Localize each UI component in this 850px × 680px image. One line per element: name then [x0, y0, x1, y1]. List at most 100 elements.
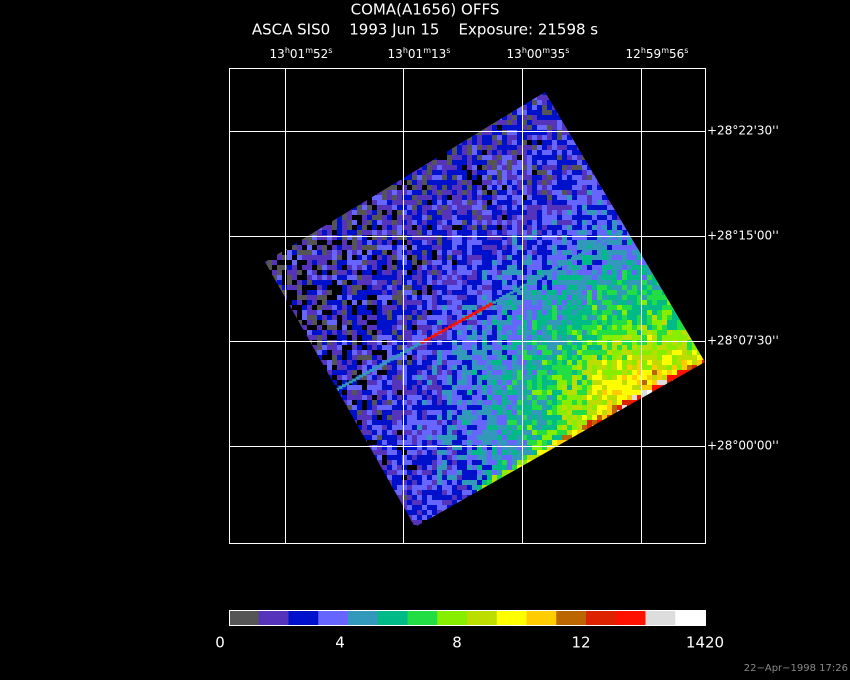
pixel — [312, 270, 317, 275]
pixel — [417, 250, 422, 255]
pixel — [622, 305, 627, 310]
pixel — [447, 340, 452, 345]
pixel — [662, 250, 667, 255]
pixel — [327, 200, 332, 205]
pixel — [467, 200, 472, 205]
pixel — [542, 380, 547, 385]
pixel — [562, 335, 567, 340]
pixel — [567, 205, 572, 210]
pixel — [462, 255, 467, 260]
pixel — [337, 350, 342, 355]
pixel — [282, 385, 287, 390]
pixel — [277, 175, 282, 180]
pixel — [517, 370, 522, 375]
pixel — [442, 200, 447, 205]
pixel — [452, 355, 457, 360]
pixel — [657, 105, 662, 110]
pixel — [292, 340, 297, 345]
pixel — [277, 245, 282, 250]
pixel — [432, 290, 437, 295]
pixel — [572, 380, 577, 385]
pixel — [312, 380, 317, 385]
pixel — [532, 120, 537, 125]
pixel — [692, 265, 697, 270]
pixel — [692, 145, 697, 150]
pixel — [307, 200, 312, 205]
pixel — [637, 280, 642, 285]
pixel — [467, 215, 472, 220]
pixel — [632, 135, 637, 140]
pixel — [427, 275, 432, 280]
pixel — [357, 135, 362, 140]
pixel — [452, 95, 457, 100]
pixel — [357, 205, 362, 210]
pixel — [317, 330, 322, 335]
pixel — [362, 235, 367, 240]
pixel — [707, 260, 712, 265]
pixel — [677, 370, 682, 375]
pixel — [265, 150, 267, 155]
pixel — [602, 125, 607, 130]
pixel — [287, 270, 292, 275]
pixel — [377, 140, 382, 145]
pixel — [592, 340, 597, 345]
pixel — [607, 315, 612, 320]
pixel — [587, 185, 592, 190]
pixel — [542, 150, 547, 155]
pixel — [302, 175, 307, 180]
pixel — [367, 350, 372, 355]
pixel — [587, 345, 592, 350]
pixel — [312, 210, 317, 215]
pixel — [592, 155, 597, 160]
pixel — [677, 235, 682, 240]
pixel — [662, 260, 667, 265]
pixel — [547, 140, 552, 145]
pixel — [282, 380, 287, 385]
pixel — [342, 210, 347, 215]
pixel — [632, 370, 637, 375]
pixel — [432, 240, 437, 245]
pixel — [507, 365, 512, 370]
pixel — [552, 160, 557, 165]
pixel — [647, 235, 652, 240]
pixel — [492, 285, 497, 290]
pixel — [632, 330, 637, 335]
pixel — [572, 195, 577, 200]
pixel — [632, 260, 637, 265]
pixel — [707, 275, 712, 280]
pixel — [682, 92, 687, 95]
pixel — [407, 350, 412, 355]
pixel — [602, 325, 607, 330]
pixel — [547, 110, 552, 115]
pixel — [287, 310, 292, 315]
pixel — [592, 195, 597, 200]
pixel — [377, 160, 382, 165]
pixel — [472, 265, 477, 270]
pixel — [332, 370, 337, 375]
pixel — [482, 135, 487, 140]
pixel — [527, 115, 532, 120]
pixel — [287, 390, 292, 395]
pixel — [377, 330, 382, 335]
pixel — [437, 310, 442, 315]
pixel — [522, 200, 527, 205]
pixel — [477, 200, 482, 205]
pixel — [317, 380, 322, 385]
pixel — [622, 235, 627, 240]
pixel — [307, 260, 312, 265]
pixel — [657, 335, 662, 340]
pixel — [542, 175, 547, 180]
pixel — [382, 150, 387, 155]
pixel — [417, 230, 422, 235]
pixel — [282, 240, 287, 245]
pixel — [347, 200, 352, 205]
pixel — [462, 185, 467, 190]
pixel — [317, 235, 322, 240]
pixel — [697, 145, 702, 150]
pixel — [357, 260, 362, 265]
pixel — [647, 295, 652, 300]
pixel — [307, 365, 312, 370]
pixel — [547, 345, 552, 350]
pixel — [562, 385, 567, 390]
pixel — [527, 355, 532, 360]
